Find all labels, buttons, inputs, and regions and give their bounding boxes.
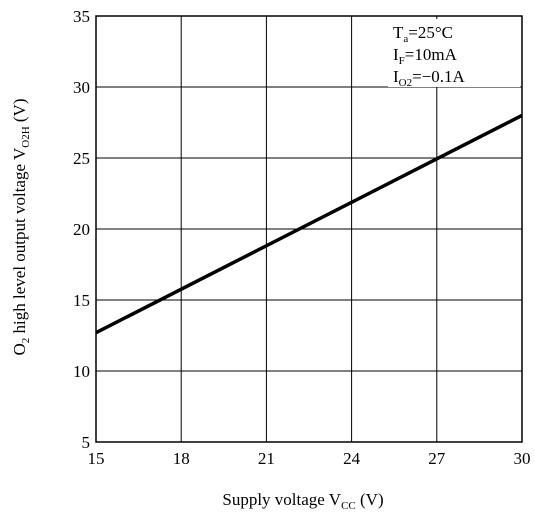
x-tick-label: 30 xyxy=(514,449,531,468)
series xyxy=(95,113,523,335)
y-tick-label: 15 xyxy=(73,291,90,310)
x-tick-label: 24 xyxy=(343,449,361,468)
y-tick-labels: 5 10 15 20 25 30 35 xyxy=(73,7,90,452)
y-tick-label: 30 xyxy=(73,78,90,97)
y-tick-label: 5 xyxy=(82,433,91,452)
y-tick-label: 10 xyxy=(73,362,90,381)
x-tick-label: 21 xyxy=(258,449,275,468)
y-axis-title: O2 high level output voltage VO2H (V) xyxy=(10,99,32,356)
series-line xyxy=(95,113,523,335)
y-tick-label: 20 xyxy=(73,220,90,239)
y-tick-label: 35 xyxy=(73,7,90,26)
conditions-background xyxy=(388,19,520,87)
x-tick-labels: 15 18 21 24 27 30 xyxy=(88,449,531,468)
x-tick-label: 15 xyxy=(88,449,105,468)
x-tick-label: 18 xyxy=(173,449,190,468)
condition-ta: Ta=25°C xyxy=(393,23,453,45)
x-axis-title: Supply voltage VCC (V) xyxy=(222,490,383,512)
x-tick-label: 27 xyxy=(428,449,446,468)
condition-io2: IO2=−0.1A xyxy=(393,67,466,89)
plot-frame xyxy=(95,15,523,443)
y-tick-label: 25 xyxy=(73,149,90,168)
conditions-legend: Ta=25°C IF=10mA IO2=−0.1A xyxy=(388,19,520,89)
condition-if: IF=10mA xyxy=(393,45,458,67)
